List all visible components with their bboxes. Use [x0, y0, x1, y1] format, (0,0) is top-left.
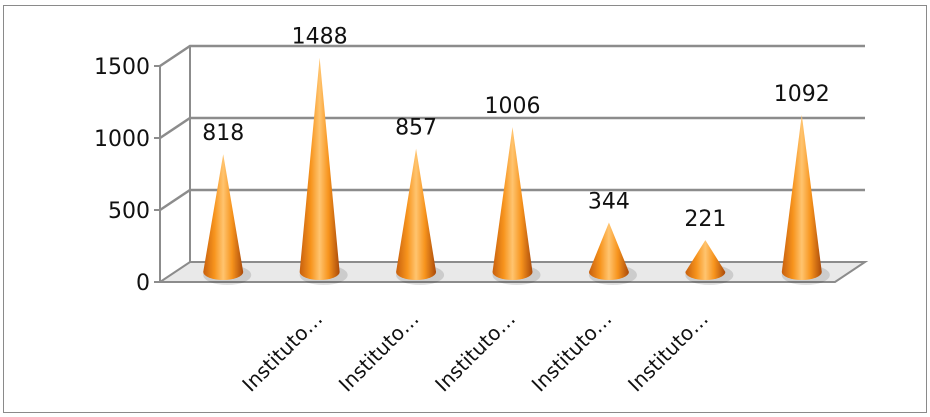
cone-bar [588, 222, 637, 285]
y-tick-label: 0 [136, 271, 150, 296]
cone-bar [203, 154, 252, 285]
y-tick-label: 500 [108, 199, 150, 224]
gridline [159, 188, 865, 212]
data-label: 221 [684, 207, 726, 232]
gridline [159, 44, 865, 68]
data-label: 1488 [292, 25, 348, 50]
cone-body [203, 154, 244, 280]
data-label: 344 [588, 189, 630, 214]
cone-body [685, 240, 726, 280]
data-label: 1092 [774, 82, 830, 107]
y-tick-label: 1000 [94, 127, 150, 152]
x-tick-label: Instituto… [430, 307, 520, 397]
cone-body [588, 222, 629, 280]
cone-body [781, 114, 822, 280]
x-tick-label: Instituto… [623, 307, 713, 397]
x-tick-label: Instituto… [334, 307, 424, 397]
cone-bar [492, 127, 541, 285]
cone-bar [685, 240, 734, 285]
data-label: 818 [202, 121, 244, 146]
cone-body [396, 148, 437, 280]
x-tick-label: Instituto… [237, 307, 327, 397]
cone-bar [299, 57, 348, 285]
cone-body [299, 57, 340, 281]
data-label: 1006 [485, 94, 541, 119]
x-tick-label: Instituto… [527, 307, 617, 397]
gridline [159, 116, 865, 140]
cone-bar [396, 148, 445, 285]
data-label: 857 [395, 116, 437, 141]
y-tick-label: 1500 [94, 55, 150, 80]
cone-body [492, 127, 533, 280]
cone-bar [781, 114, 830, 285]
